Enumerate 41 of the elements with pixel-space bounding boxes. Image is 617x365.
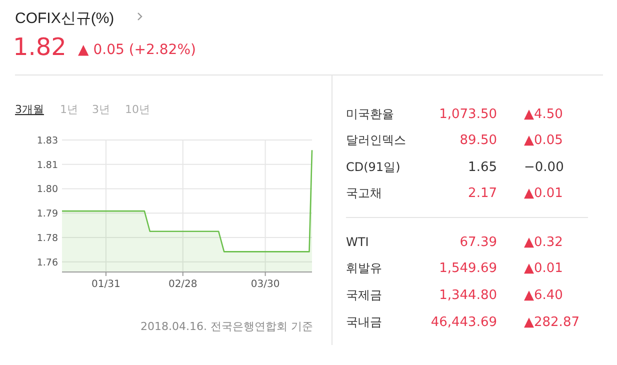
text: 3년: [92, 103, 110, 116]
category-label: 미국환율: [346, 107, 394, 121]
text: ▲ 0.05 (+2.82%): [78, 42, 196, 58]
data-label: 1,344.80: [439, 288, 497, 303]
data-label: ▲282.87: [524, 315, 580, 330]
data-label: ▲0.05: [524, 133, 563, 148]
y-tick-label: 1.83: [36, 136, 58, 146]
category-label: 휘발유: [346, 261, 382, 275]
text: 1년: [60, 103, 78, 116]
text: 10년: [125, 103, 150, 116]
data-label: −0.00: [524, 160, 564, 175]
data-label: 2.17: [468, 186, 497, 201]
data-label: ▲6.40: [524, 288, 563, 303]
y-tick-label: 1.80: [36, 184, 58, 196]
text: 3개월: [15, 103, 44, 116]
category-label: 국제금: [346, 288, 382, 302]
x-tick-label: 02/28: [168, 279, 198, 290]
text: 2018.04.16. 전국은행연합회 기준: [140, 320, 313, 333]
y-tick-label: 1.79: [36, 208, 58, 220]
y-tick-label: 1.81: [36, 160, 58, 171]
category-label: 달러인덱스: [346, 133, 406, 147]
data-label: ▲0.01: [524, 186, 563, 201]
category-label: CD(91일): [346, 160, 400, 174]
data-label: 1,549.69: [439, 261, 497, 276]
data-label: 1.65: [468, 160, 497, 175]
x-tick-label: 03/30: [250, 279, 280, 290]
x-tick-label: 01/31: [92, 279, 120, 290]
data-label: 46,443.69: [430, 315, 497, 330]
data-label: ▲4.50: [524, 107, 563, 122]
chart-title: COFIX신규(%): [15, 10, 114, 27]
category-label: 국내금: [346, 315, 382, 329]
data-label: 1,073.50: [439, 107, 497, 122]
category-label: WTI: [346, 235, 369, 249]
chart-subtitle: 1.82: [13, 33, 66, 61]
data-label: 67.39: [460, 235, 497, 250]
data-label: ▲0.32: [524, 235, 563, 250]
y-tick-label: 1.78: [36, 232, 58, 244]
y-tick-label: 1.76: [36, 257, 58, 268]
data-label: 89.50: [460, 133, 497, 148]
category-label: 국고채: [346, 186, 382, 200]
data-label: ▲0.01: [524, 261, 563, 276]
